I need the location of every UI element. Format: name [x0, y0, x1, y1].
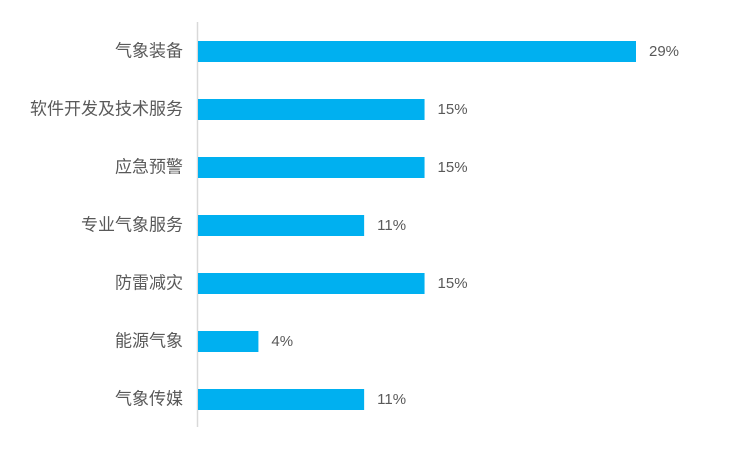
- category-label-0: 气象装备: [115, 42, 183, 62]
- category-label-1: 软件开发及技术服务: [30, 100, 183, 120]
- bar-4: [198, 273, 425, 294]
- value-label-6: 11%: [377, 391, 406, 408]
- bar-0: [198, 41, 636, 62]
- bar-6: [198, 389, 365, 410]
- category-label-3: 专业气象服务: [81, 216, 183, 236]
- bars-group: [198, 41, 636, 410]
- category-label-5: 能源气象: [115, 332, 183, 352]
- value-labels-group: 29% 15% 15% 11% 15% 4% 11%: [271, 43, 679, 408]
- value-label-4: 15%: [438, 275, 468, 292]
- value-label-3: 11%: [377, 217, 406, 234]
- bar-2: [198, 157, 425, 178]
- category-label-6: 气象传媒: [115, 390, 183, 410]
- value-label-0: 29%: [649, 43, 679, 60]
- bar-3: [198, 215, 365, 236]
- value-label-1: 15%: [438, 101, 468, 118]
- value-label-2: 15%: [438, 159, 468, 176]
- category-label-2: 应急预警: [115, 158, 183, 178]
- bar-1: [198, 99, 425, 120]
- value-label-5: 4%: [271, 333, 293, 350]
- category-label-4: 防雷减灾: [115, 274, 183, 294]
- bar-5: [198, 331, 259, 352]
